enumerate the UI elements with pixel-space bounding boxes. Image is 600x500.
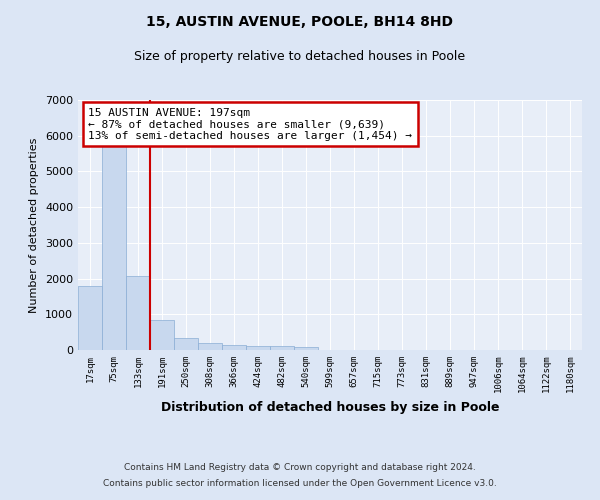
Bar: [150, 320, 174, 350]
Bar: [78, 286, 102, 350]
Bar: [174, 338, 198, 350]
Text: Contains HM Land Registry data © Crown copyright and database right 2024.: Contains HM Land Registry data © Crown c…: [124, 464, 476, 472]
Y-axis label: Number of detached properties: Number of detached properties: [29, 138, 40, 312]
X-axis label: Distribution of detached houses by size in Poole: Distribution of detached houses by size …: [161, 401, 499, 414]
Bar: [102, 144, 126, 350]
Text: 15, AUSTIN AVENUE, POOLE, BH14 8HD: 15, AUSTIN AVENUE, POOLE, BH14 8HD: [146, 15, 454, 29]
Bar: [198, 343, 222, 350]
Bar: [126, 276, 150, 350]
Text: Size of property relative to detached houses in Poole: Size of property relative to detached ho…: [134, 50, 466, 63]
Bar: [294, 347, 318, 350]
Text: Contains public sector information licensed under the Open Government Licence v3: Contains public sector information licen…: [103, 478, 497, 488]
Bar: [222, 346, 246, 350]
Bar: [270, 346, 294, 350]
Bar: [246, 346, 270, 350]
Text: 15 AUSTIN AVENUE: 197sqm
← 87% of detached houses are smaller (9,639)
13% of sem: 15 AUSTIN AVENUE: 197sqm ← 87% of detach…: [88, 108, 412, 140]
